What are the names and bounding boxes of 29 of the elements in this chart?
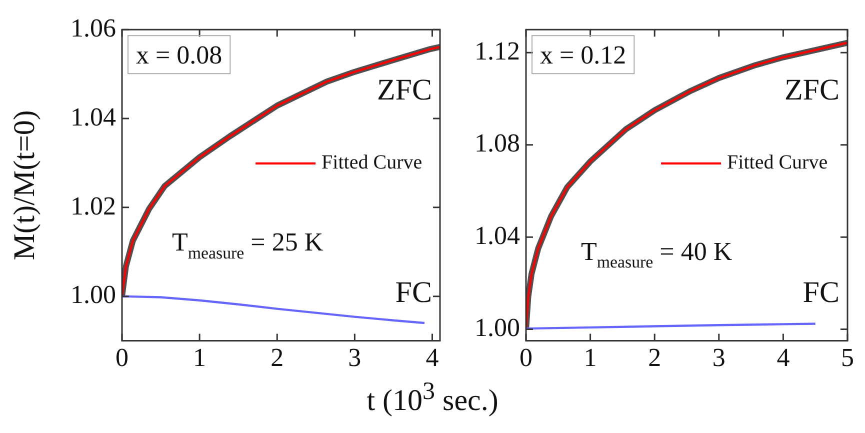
annotation: FC <box>395 276 432 309</box>
y-tick-label: 1.00 <box>474 313 520 342</box>
x-tick-label: 4 <box>426 343 439 372</box>
legend-label: Fitted Curve <box>322 152 422 174</box>
x-tick-label: 2 <box>648 343 662 372</box>
annotation: x = 0.12 <box>540 40 626 70</box>
y-tick-label: 1.02 <box>70 191 116 220</box>
x-tick-label: 4 <box>776 343 790 372</box>
y-tick-label: 1.04 <box>70 102 116 132</box>
y-axis-title: M(t)/M(t=0) <box>8 110 41 260</box>
x-tick-label: 3 <box>712 343 726 372</box>
y-tick-label: 1.12 <box>474 36 520 66</box>
x-tick-label: 5 <box>841 343 854 372</box>
y-tick-label: 1.06 <box>70 13 116 42</box>
annotation: ZFC <box>784 74 840 107</box>
y-tick-label: 1.04 <box>474 220 520 250</box>
x-tick-label: 3 <box>348 343 362 372</box>
legend-label: Fitted Curve <box>727 152 828 174</box>
x-axis-title: t (10$^{3}$ sec.) <box>366 378 500 418</box>
annotation: x = 0.08 <box>136 40 222 70</box>
x-tick-label: 0 <box>520 343 532 372</box>
annotation: FC <box>802 276 840 309</box>
x-tick-label: 2 <box>270 343 284 372</box>
annotation: ZFC <box>376 74 432 107</box>
y-tick-label: 1.00 <box>70 280 116 310</box>
x-tick-label: 0 <box>116 343 128 372</box>
x-tick-label: 1 <box>193 343 206 372</box>
y-tick-label: 1.08 <box>474 128 520 158</box>
x-tick-label: 1 <box>584 343 597 372</box>
